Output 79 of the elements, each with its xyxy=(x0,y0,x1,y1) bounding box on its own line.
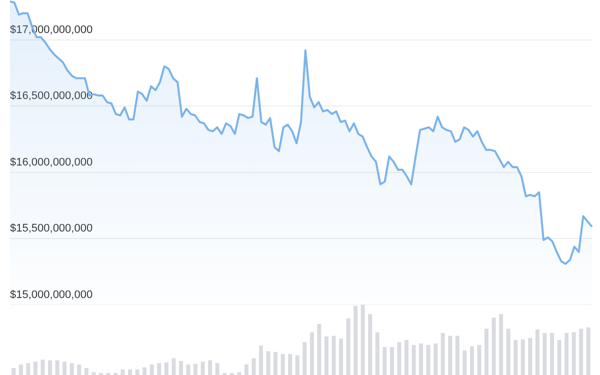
bar xyxy=(135,369,140,375)
bar xyxy=(397,342,402,375)
bar xyxy=(520,339,525,375)
bar xyxy=(448,336,452,375)
bar xyxy=(62,362,67,375)
bar xyxy=(237,372,242,375)
bar xyxy=(477,344,482,375)
bar xyxy=(375,332,380,375)
bar xyxy=(215,363,220,375)
bar xyxy=(462,350,467,375)
bar xyxy=(368,314,372,375)
bar xyxy=(440,333,445,375)
bar xyxy=(252,358,256,375)
bar xyxy=(164,362,168,375)
bar xyxy=(564,333,569,375)
bar xyxy=(572,332,576,375)
bar xyxy=(324,336,328,375)
bar xyxy=(339,338,344,375)
bar xyxy=(557,340,562,375)
bar xyxy=(310,332,314,375)
bar xyxy=(142,367,147,375)
bar xyxy=(274,352,278,375)
bar xyxy=(194,364,198,375)
bar xyxy=(455,336,460,375)
bar xyxy=(550,333,554,375)
bar xyxy=(92,372,96,375)
bar xyxy=(354,306,358,375)
bar xyxy=(434,344,438,375)
bar xyxy=(258,346,263,375)
bar xyxy=(150,364,154,375)
bar xyxy=(157,363,162,375)
y-tick-label: $16,500,000,000 xyxy=(10,90,93,102)
bar xyxy=(506,328,510,375)
bar xyxy=(295,355,300,375)
bar xyxy=(579,328,584,375)
bar xyxy=(499,314,504,375)
bar xyxy=(128,369,132,375)
bar xyxy=(317,324,322,375)
bar xyxy=(332,336,336,375)
bar xyxy=(412,344,416,375)
bar xyxy=(360,305,365,375)
bar xyxy=(244,364,248,375)
bar xyxy=(84,368,88,375)
bar xyxy=(172,358,176,375)
bar xyxy=(535,330,540,375)
bar xyxy=(266,351,270,375)
bar xyxy=(200,362,205,375)
bar xyxy=(470,346,474,375)
bar xyxy=(419,344,424,375)
bar xyxy=(514,340,518,375)
bar xyxy=(18,364,23,375)
y-tick-label: $15,000,000,000 xyxy=(10,289,93,302)
bar xyxy=(404,340,408,375)
bar xyxy=(390,347,394,375)
bar xyxy=(426,344,430,375)
y-tick-label: $16,000,000,000 xyxy=(10,156,93,168)
bar xyxy=(55,360,60,375)
bar xyxy=(178,361,183,375)
bar xyxy=(302,342,307,375)
y-tick-label: $15,500,000,000 xyxy=(10,222,93,235)
bar xyxy=(186,364,190,375)
bar xyxy=(48,360,52,375)
bar xyxy=(70,363,74,375)
bar xyxy=(346,318,350,375)
bar xyxy=(288,354,292,375)
bar xyxy=(77,364,82,375)
bar xyxy=(542,333,547,375)
bar xyxy=(120,369,125,375)
bar xyxy=(382,347,387,375)
bar xyxy=(33,362,38,375)
bar xyxy=(586,327,590,375)
bar xyxy=(208,360,212,375)
bar xyxy=(40,360,45,375)
bar xyxy=(492,318,496,375)
bar xyxy=(528,338,532,375)
bar xyxy=(12,368,16,375)
bar xyxy=(484,328,489,375)
bar xyxy=(280,354,285,375)
bar xyxy=(26,363,30,375)
